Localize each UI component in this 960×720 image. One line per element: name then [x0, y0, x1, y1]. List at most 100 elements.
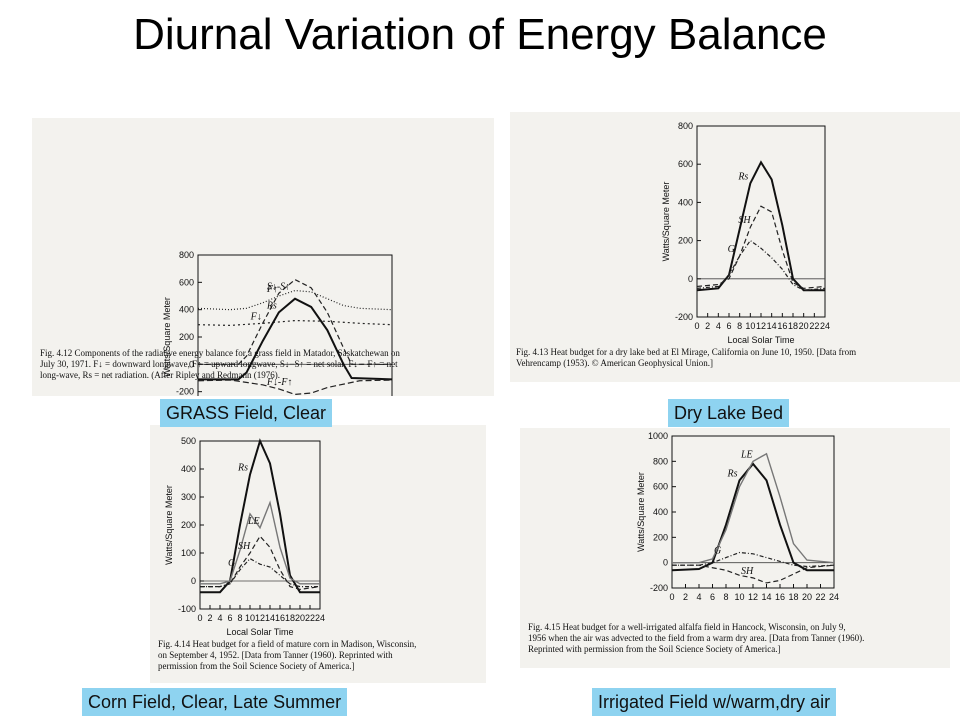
y-tick-label: 800: [678, 121, 693, 131]
x-tick-label: 10: [745, 321, 755, 331]
slide-title: Diurnal Variation of Energy Balance: [0, 8, 960, 62]
y-tick-label: 200: [653, 532, 668, 542]
series-line-F↓-F↑: [197, 379, 393, 396]
series-line-Rs: [200, 438, 320, 594]
figure-caption: Fig. 4.13 Heat budget for a dry lake bed…: [516, 347, 856, 368]
caption-text: Fig. 4.12 Components of the radiative en…: [40, 348, 400, 380]
y-tick-label: 800: [653, 456, 668, 466]
x-tick-label: 18: [285, 613, 295, 623]
x-tick-label: 16: [775, 592, 785, 602]
x-tick-label: 24: [829, 592, 839, 602]
series-line-Rs: [696, 160, 825, 292]
y-axis-label: Watts/Square Meter: [162, 297, 172, 377]
x-tick-label: 12: [255, 613, 265, 623]
x-tick-label: 2: [207, 613, 212, 623]
y-tick-label: 200: [678, 236, 693, 246]
grass-figure-panel: -400-20002004006008000246810121416182022…: [32, 118, 494, 396]
caption-line: Fig. 4.13 Heat budget for a dry lake bed…: [516, 347, 856, 357]
y-tick-label: 400: [181, 464, 196, 474]
y-tick-label: 0: [688, 274, 693, 284]
x-tick-label: 18: [788, 592, 798, 602]
y-tick-label: 600: [653, 482, 668, 492]
x-tick-label: 16: [777, 321, 787, 331]
y-tick-label: 200: [181, 520, 196, 530]
x-tick-label: 0: [197, 613, 202, 623]
figure-caption: Fig. 4.14 Heat budget for a field of mat…: [158, 639, 416, 671]
irrigated-figure-panel: -200 0 200 400 600 800 1000 0 2 4 6 8 10 12 14 16 18 20 22…: [520, 428, 950, 668]
series-line-S↓-S↑: [198, 278, 392, 365]
caption-line: July 30, 1971. F↓ = downward longwave, F…: [40, 359, 398, 369]
caption-text: Fig. 4.15 Heat budget for a well-irrigat…: [528, 622, 864, 654]
slide-title-text: Diurnal Variation of Energy Balance: [133, 10, 827, 59]
series-label: G: [228, 558, 235, 569]
x-tick-label: 2: [705, 321, 710, 331]
drylake-figure-panel: -200 0 200 400 600 800 0 2 4 6 8 10 12 14 16 18 20 22 24 Wa…: [510, 112, 960, 382]
x-tick-label: 8: [723, 592, 728, 602]
series-label: Rs: [266, 300, 277, 311]
series-label: SH: [738, 215, 751, 226]
x-tick-label: 14: [761, 592, 771, 602]
x-tick-label: 10: [245, 613, 255, 623]
y-axis-label: Watts/Square Meter: [661, 182, 671, 262]
caption-line: Reprinted with permission from the Soil …: [528, 644, 780, 654]
x-tick-label: 4: [217, 613, 222, 623]
y-tick-label: 1000: [648, 431, 668, 441]
figure-caption: Fig. 4.15 Heat budget for a well-irrigat…: [528, 622, 864, 654]
y-tick-label: -100: [178, 604, 196, 614]
x-tick-label: 6: [227, 613, 232, 623]
y-tick-label: -200: [675, 312, 693, 322]
y-tick-label: 400: [678, 197, 693, 207]
corn-label: Corn Field, Clear, Late Summer: [82, 688, 348, 716]
x-tick-label: 22: [305, 613, 315, 623]
x-tick-label: 14: [767, 321, 777, 331]
series-label: F↑: [266, 284, 278, 295]
x-tick-label: 12: [748, 592, 758, 602]
caption-line: 1956 when the air was advected to the fi…: [528, 633, 864, 643]
series-label: F↓: [250, 311, 262, 322]
y-tick-label: -200: [176, 387, 194, 396]
x-tick-label: 20: [802, 592, 812, 602]
x-tick-label: 14: [265, 613, 275, 623]
series-label: LE: [740, 449, 753, 460]
series-line-G: [200, 557, 320, 588]
x-tick-label: 8: [737, 321, 742, 331]
caption-line: permission from the Soil Science Society…: [158, 661, 354, 671]
x-tick-label: 18: [788, 321, 798, 331]
series-line-F↓: [197, 319, 393, 326]
series-line-LE: [200, 500, 320, 585]
y-axis-label: Watts/Square Meter: [164, 485, 174, 565]
series-label: SH: [238, 541, 251, 552]
series-label: G: [714, 546, 721, 557]
x-tick-label: 6: [726, 321, 731, 331]
y-tick-label: 800: [179, 250, 194, 260]
caption-line: on September 4, 1952. [Data from Tanner …: [158, 650, 393, 660]
y-tick-label: 300: [181, 492, 196, 502]
caption-line: long-wave, Rs = net radiation. (After Ri…: [40, 370, 280, 380]
y-tick-label: 400: [179, 305, 194, 315]
series-line-Rs: [198, 297, 393, 381]
x-tick-label: 22: [815, 592, 825, 602]
x-tick-label: 0: [669, 592, 674, 602]
series-line-SH: [672, 564, 835, 584]
drylake-label: Dry Lake Bed: [668, 399, 790, 427]
series-label: S↓-S↑: [267, 281, 290, 292]
figure-caption: Fig. 4.12 Components of the radiative en…: [40, 348, 400, 380]
series-line-SH: [696, 205, 826, 289]
x-tick-label: 0: [694, 321, 699, 331]
x-tick-label: 2: [683, 592, 688, 602]
y-tick-label: 500: [181, 436, 196, 446]
series-label: SH: [741, 566, 754, 577]
x-tick-label: 6: [710, 592, 715, 602]
y-tick-label: 600: [678, 159, 693, 169]
series-label: Rs: [737, 171, 748, 182]
caption-line: Vehrencamp (1953). © American Geophysica…: [516, 358, 713, 368]
caption-text: Fig. 4.14 Heat budget for a field of mat…: [158, 639, 416, 671]
series-label: F↓-F↑: [266, 377, 293, 388]
y-tick-label: -200: [650, 583, 668, 593]
x-tick-label: 4: [696, 592, 701, 602]
x-tick-label: 4: [716, 321, 721, 331]
caption-text: Fig. 4.13 Heat budget for a dry lake bed…: [516, 347, 856, 368]
